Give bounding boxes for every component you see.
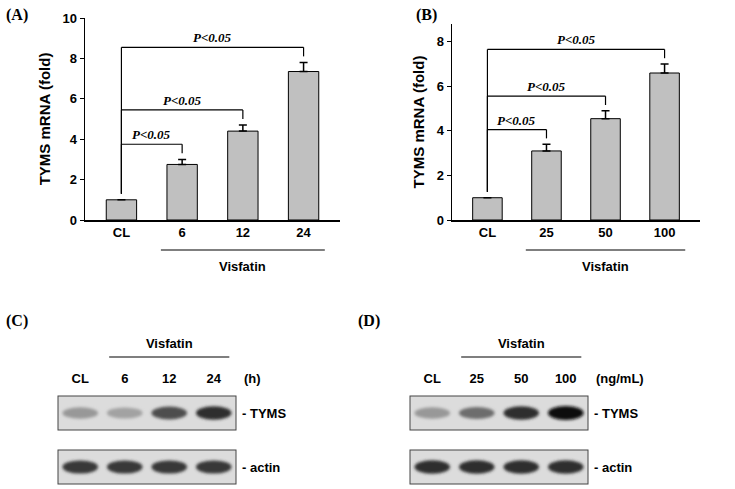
svg-text:P<0.05: P<0.05 (527, 79, 566, 94)
svg-text:12: 12 (236, 225, 250, 240)
svg-text:(D): (D) (358, 312, 380, 330)
svg-text:25: 25 (470, 371, 484, 386)
svg-text:CL: CL (72, 371, 89, 386)
svg-text:CL: CL (424, 371, 441, 386)
svg-text:- TYMS: - TYMS (242, 406, 286, 421)
svg-text:8: 8 (70, 51, 77, 66)
svg-text:24: 24 (207, 371, 222, 386)
svg-text:(B): (B) (416, 6, 437, 24)
svg-text:Visfatin: Visfatin (219, 259, 266, 274)
svg-text:0: 0 (437, 213, 444, 228)
svg-text:P<0.05: P<0.05 (557, 32, 596, 47)
svg-text:Visfatin: Visfatin (498, 336, 545, 351)
svg-text:(h): (h) (244, 371, 261, 386)
svg-text:10: 10 (62, 11, 76, 26)
svg-text:25: 25 (539, 225, 553, 240)
svg-text:Visfatin: Visfatin (146, 336, 193, 351)
svg-text:8: 8 (437, 34, 444, 49)
svg-text:- actin: - actin (242, 460, 280, 475)
svg-text:CL: CL (479, 225, 496, 240)
svg-text:P<0.05: P<0.05 (193, 30, 232, 45)
svg-text:100: 100 (555, 371, 577, 386)
svg-text:50: 50 (514, 371, 528, 386)
svg-text:24: 24 (296, 225, 311, 240)
svg-text:4: 4 (437, 123, 445, 138)
svg-text:6: 6 (121, 371, 128, 386)
svg-text:TYMS mRNA (fold): TYMS mRNA (fold) (36, 53, 53, 186)
svg-text:(ng/mL): (ng/mL) (596, 371, 644, 386)
svg-text:12: 12 (162, 371, 176, 386)
svg-text:2: 2 (70, 172, 77, 187)
svg-text:CL: CL (113, 225, 130, 240)
svg-text:(C): (C) (6, 312, 28, 330)
svg-text:0: 0 (70, 213, 77, 228)
svg-text:- TYMS: - TYMS (594, 406, 638, 421)
svg-text:6: 6 (70, 91, 77, 106)
svg-text:6: 6 (179, 225, 186, 240)
svg-text:4: 4 (70, 132, 78, 147)
svg-text:Visfatin: Visfatin (582, 259, 629, 274)
svg-text:50: 50 (598, 225, 612, 240)
svg-text:(A): (A) (6, 6, 28, 24)
svg-text:- actin: - actin (594, 460, 632, 475)
svg-text:TYMS mRNA (fold): TYMS mRNA (fold) (410, 56, 427, 189)
svg-text:P<0.05: P<0.05 (497, 113, 536, 128)
svg-text:P<0.05: P<0.05 (163, 93, 202, 108)
svg-text:P<0.05: P<0.05 (132, 127, 171, 142)
svg-text:100: 100 (654, 225, 676, 240)
svg-text:2: 2 (437, 168, 444, 183)
svg-text:6: 6 (437, 79, 444, 94)
